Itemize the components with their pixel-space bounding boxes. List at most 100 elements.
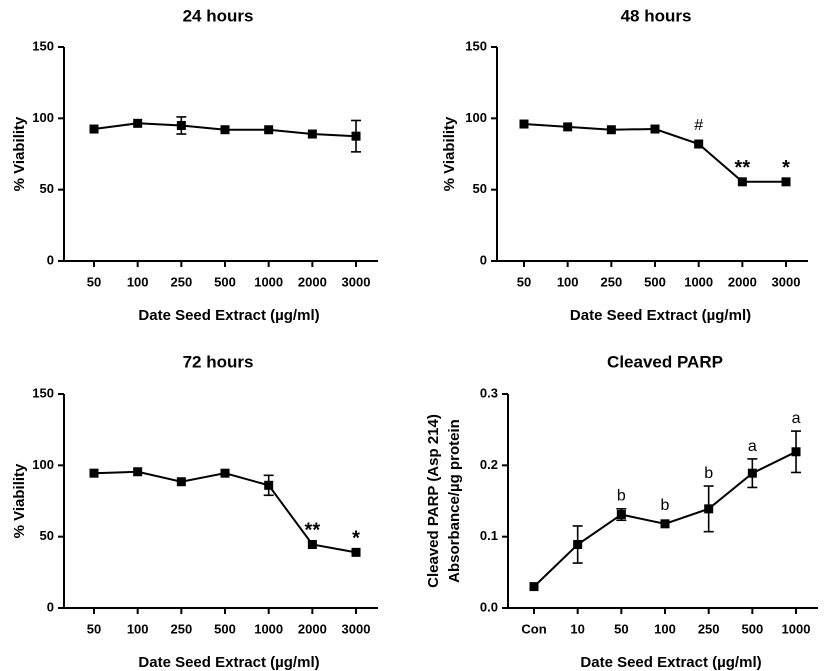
data-point — [791, 447, 801, 457]
y-tick-label: 0 — [47, 599, 54, 614]
y-tick-label: 50 — [473, 181, 487, 196]
x-tick-label: 50 — [87, 621, 101, 636]
data-point — [89, 468, 99, 478]
x-tick-label: 2000 — [298, 274, 327, 289]
data-point — [176, 120, 186, 130]
x-tick-label: 1000 — [782, 621, 811, 636]
y-tick-label: 100 — [32, 457, 54, 472]
x-tick-label: 3000 — [342, 274, 371, 289]
x-axis-label: Date Seed Extract (µg/ml) — [138, 307, 319, 324]
data-point — [563, 122, 573, 132]
data-point — [694, 139, 704, 149]
x-tick-label: 500 — [741, 621, 763, 636]
x-tick-label: 10 — [570, 621, 584, 636]
x-tick-label: 500 — [214, 274, 236, 289]
y-tick-label: 150 — [465, 38, 487, 53]
x-tick-label: 2000 — [298, 621, 327, 636]
y-tick-label: 0 — [480, 252, 487, 267]
data-point — [307, 540, 317, 550]
y-tick-label: 150 — [32, 38, 54, 53]
point-annotation: b — [617, 488, 626, 505]
y-tick-label: 150 — [32, 385, 54, 400]
data-point — [650, 124, 660, 134]
x-tick-label: 500 — [214, 621, 236, 636]
x-tick-label: 1000 — [684, 274, 713, 289]
data-point — [519, 119, 529, 129]
y-axis-label: Cleaved PARP (Asp 214) — [425, 414, 442, 588]
point-annotation: ** — [735, 157, 751, 179]
data-point — [89, 124, 99, 134]
data-point — [264, 480, 274, 490]
x-tick-label: 250 — [170, 274, 192, 289]
y-tick-label: 0 — [47, 252, 54, 267]
x-tick-label: 1000 — [254, 274, 283, 289]
x-tick-label: 3000 — [342, 621, 371, 636]
y-axis-label-2: Absorbance/µg protein — [446, 419, 463, 583]
y-tick-label: 0.2 — [480, 457, 498, 472]
data-point — [220, 468, 230, 478]
x-tick-label: 500 — [644, 274, 666, 289]
x-axis-label: Date Seed Extract (µg/ml) — [580, 654, 761, 671]
x-tick-label: 50 — [517, 274, 531, 289]
x-tick-label: Con — [521, 621, 546, 636]
data-point — [616, 510, 626, 520]
y-axis-label: % Viability — [441, 116, 458, 191]
data-point — [220, 125, 230, 135]
point-annotation: * — [782, 157, 790, 179]
data-point — [264, 125, 274, 135]
data-point — [529, 582, 539, 592]
point-annotation: b — [661, 497, 670, 514]
x-tick-label: 250 — [170, 621, 192, 636]
y-tick-label: 100 — [465, 110, 487, 125]
point-annotation: a — [748, 438, 757, 455]
point-annotation: # — [694, 117, 703, 134]
data-point — [606, 125, 616, 135]
x-axis-label: Date Seed Extract (µg/ml) — [138, 654, 319, 671]
x-tick-label: 100 — [127, 274, 149, 289]
point-annotation: ** — [305, 520, 321, 542]
data-point — [660, 519, 670, 529]
x-tick-label: 3000 — [772, 274, 801, 289]
data-point — [737, 177, 747, 187]
x-tick-label: 250 — [600, 274, 622, 289]
x-tick-label: 50 — [87, 274, 101, 289]
x-axis-label: Date Seed Extract (µg/ml) — [570, 307, 751, 324]
y-tick-label: 0.0 — [480, 599, 498, 614]
y-tick-label: 0.3 — [480, 385, 498, 400]
data-point — [573, 540, 583, 550]
x-tick-label: 2000 — [728, 274, 757, 289]
y-tick-label: 0.1 — [480, 528, 498, 543]
data-point — [781, 177, 791, 187]
data-point — [704, 504, 714, 514]
y-tick-label: 50 — [40, 528, 54, 543]
data-point — [133, 467, 143, 477]
chart-panel-3: 72 hours 0 50 100 150 50 100 250 500 1000 2000 3000… — [11, 352, 379, 671]
chart-title: 24 hours — [183, 6, 254, 25]
data-point — [351, 131, 361, 141]
data-point — [176, 477, 186, 487]
data-point — [307, 129, 317, 139]
point-annotation: b — [704, 465, 713, 482]
chart-title: 48 hours — [621, 6, 692, 25]
x-tick-label: 1000 — [254, 621, 283, 636]
data-point — [747, 468, 757, 478]
point-annotation: a — [792, 410, 801, 427]
chart-panel-1: 24 hours 0 50 100 150 50 100 250 500 1000 2000 3000… — [11, 6, 379, 324]
x-tick-label: 100 — [127, 621, 149, 636]
y-axis-label: % Viability — [11, 116, 28, 191]
x-tick-label: 50 — [614, 621, 628, 636]
x-tick-label: 100 — [654, 621, 676, 636]
data-point — [351, 547, 361, 557]
x-tick-label: 250 — [698, 621, 720, 636]
x-tick-label: 100 — [557, 274, 579, 289]
y-axis-label: % Viability — [11, 463, 28, 538]
chart-title: 72 hours — [183, 352, 254, 371]
chart-panel-2: 48 hours 0 50 100 150 50 100 250 500 1000 2000 3000… — [441, 6, 809, 324]
point-annotation: * — [352, 527, 360, 549]
chart-title: Cleaved PARP — [607, 352, 723, 371]
y-tick-label: 100 — [32, 110, 54, 125]
data-point — [133, 118, 143, 128]
y-tick-label: 50 — [40, 181, 54, 196]
chart-panel-4: Cleaved PARP 0.0 0.1 0.2 0.3 Con 10 50 100 250 500… — [425, 352, 819, 671]
